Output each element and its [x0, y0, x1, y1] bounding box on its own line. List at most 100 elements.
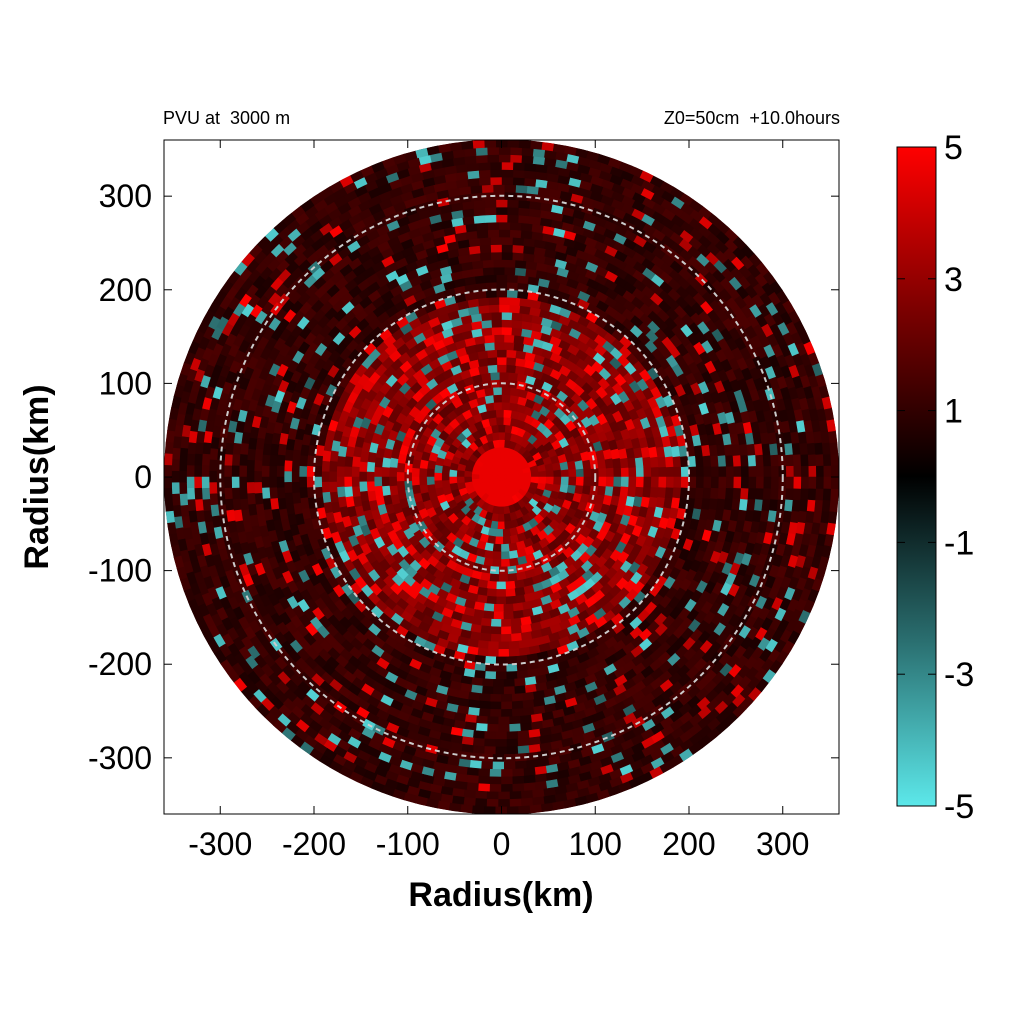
y-tick-label: -200 — [88, 646, 152, 682]
field-cell — [493, 603, 505, 613]
field-cell — [503, 183, 517, 193]
field-cell — [178, 470, 187, 484]
field-cell — [489, 768, 502, 778]
field-cell — [497, 521, 506, 531]
field-cell — [425, 468, 435, 478]
x-tick-label: -100 — [376, 826, 440, 862]
field-cell — [489, 783, 502, 793]
field-cell — [490, 701, 502, 711]
field-cell — [808, 476, 818, 489]
field-cell — [830, 476, 839, 489]
field-cell — [223, 465, 233, 478]
field-cell — [815, 465, 825, 478]
field-cell — [290, 471, 300, 483]
field-cell — [501, 243, 513, 253]
field-cell — [490, 618, 502, 628]
field-cell — [200, 476, 210, 489]
x-tick-label: 0 — [493, 826, 511, 862]
field-cell — [388, 467, 398, 478]
field-cell — [380, 476, 390, 488]
field-cell — [498, 303, 510, 313]
field-cell — [472, 805, 485, 814]
field-cell — [575, 467, 585, 478]
field-cell — [489, 776, 502, 786]
field-cell — [260, 476, 270, 489]
field-cell — [268, 476, 278, 489]
field-cell — [628, 466, 638, 478]
field-cell — [830, 488, 839, 501]
field-cell — [650, 476, 660, 488]
field-cell — [598, 476, 608, 487]
field-cell — [335, 476, 345, 488]
field-cell — [168, 407, 179, 421]
field-cell — [740, 476, 750, 489]
field-cell — [658, 476, 668, 488]
field-cell — [492, 393, 502, 403]
field-cell — [448, 141, 463, 152]
field-cell — [495, 746, 508, 756]
field-cell — [275, 476, 285, 489]
field-cell — [492, 258, 505, 268]
colorbar-tick-label: 1 — [944, 393, 963, 431]
field-cell — [620, 476, 630, 488]
field-cell — [433, 472, 442, 482]
field-cell — [298, 465, 308, 478]
x-tick-label: 200 — [662, 826, 715, 862]
field-cell — [793, 465, 803, 478]
field-cell — [350, 466, 360, 478]
field-cell — [170, 482, 180, 495]
field-cell — [518, 140, 531, 149]
field-cell — [540, 141, 555, 152]
plot-area — [164, 140, 839, 814]
field-cell — [492, 686, 505, 696]
field-cell — [755, 476, 765, 489]
field-cell — [498, 724, 511, 733]
field-cell — [498, 506, 505, 516]
field-cell — [498, 371, 509, 381]
field-cell — [501, 318, 513, 328]
field-cell — [568, 468, 578, 478]
field-cell — [487, 716, 500, 726]
field-cell — [193, 476, 203, 489]
y-tick-label: -300 — [88, 740, 152, 776]
field-cell — [164, 430, 175, 444]
field-cell — [268, 465, 278, 478]
field-cell — [425, 476, 435, 486]
field-cell — [763, 476, 773, 489]
field-cell — [253, 471, 262, 483]
field-cell — [492, 679, 505, 688]
field-cell — [200, 465, 210, 478]
field-cell — [437, 142, 451, 154]
field-cell — [823, 465, 833, 478]
field-cell — [492, 551, 502, 561]
field-cell — [501, 251, 513, 261]
field-cell — [529, 140, 543, 150]
colorbar-tick-label: 3 — [944, 261, 963, 299]
field-cell — [658, 466, 668, 478]
field-cell — [498, 649, 510, 658]
field-cell — [826, 418, 837, 432]
field-cell — [373, 476, 383, 488]
x-tick-label: 100 — [569, 826, 622, 862]
field-cell — [501, 776, 514, 786]
field-cell — [501, 311, 513, 321]
field-cell — [328, 471, 337, 483]
field-cell — [193, 465, 203, 478]
field-cell — [695, 476, 705, 489]
field-cell — [343, 466, 353, 478]
y-tick-label: 100 — [99, 365, 152, 401]
field-cell — [166, 522, 177, 536]
field-cell — [490, 311, 502, 321]
field-cell — [501, 326, 513, 336]
field-cell — [501, 543, 511, 553]
field-cell — [501, 393, 511, 403]
field-cell — [178, 482, 188, 495]
field-cell — [358, 471, 367, 483]
field-cell — [495, 206, 508, 215]
colorbar-tick-label: -1 — [944, 524, 974, 562]
chart-title-right: Z0=50cm +10.0hours — [663, 108, 840, 128]
field-cell — [501, 168, 514, 178]
field-cell — [164, 465, 173, 478]
field-cell — [620, 466, 630, 478]
field-cell — [635, 476, 645, 488]
